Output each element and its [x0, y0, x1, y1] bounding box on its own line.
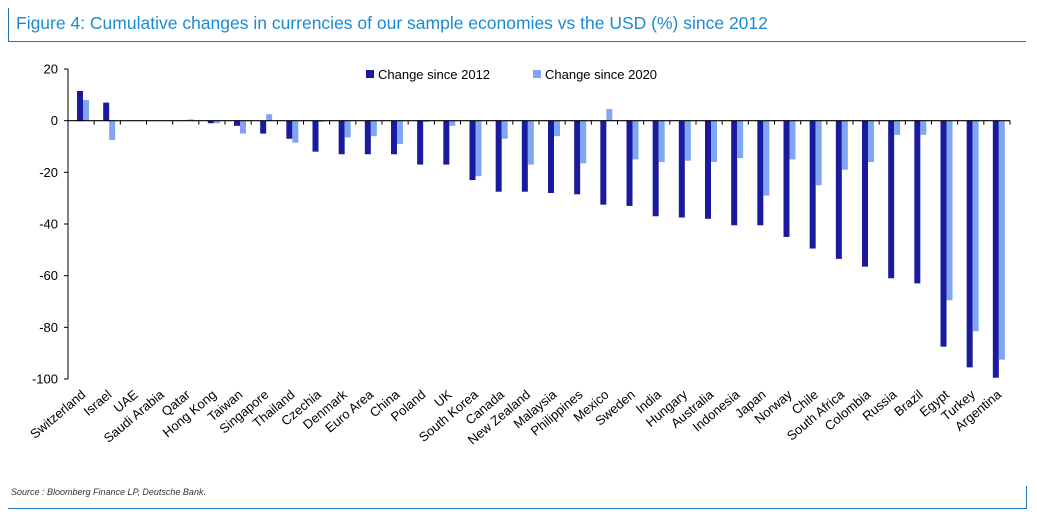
bar-2020 — [580, 120, 587, 164]
bar-2012 — [312, 120, 319, 152]
bar-2020 — [632, 120, 639, 160]
bar-2012 — [521, 120, 528, 192]
bar-2020 — [711, 120, 717, 162]
bar-2012 — [652, 120, 659, 217]
y-axis: 20 0 -20 -40 -60 -80 -100 — [32, 62, 69, 387]
title-frame-left — [8, 8, 9, 42]
legend-swatch-2020 — [533, 70, 541, 78]
bar-2020 — [658, 120, 665, 162]
bar-2020 — [606, 109, 613, 121]
y-tick-label: 20 — [44, 62, 58, 77]
bar-2020 — [946, 120, 953, 301]
bar-2012 — [77, 90, 83, 121]
bar-2012 — [914, 120, 921, 284]
bar-2012 — [443, 120, 450, 165]
y-tick-label: -100 — [32, 372, 58, 387]
bar-2020 — [83, 100, 89, 121]
bar-2020 — [370, 120, 377, 137]
x-tick-label: Israel — [80, 387, 114, 419]
bar-2020 — [894, 120, 901, 135]
bottom-divider — [8, 508, 1027, 509]
bar-2012 — [809, 120, 816, 249]
bar-2012 — [207, 120, 214, 124]
bar-2020 — [841, 120, 848, 170]
bar-2012 — [757, 120, 764, 226]
bar-2020 — [527, 120, 534, 165]
y-tick-label: -80 — [39, 320, 58, 335]
bar-2020 — [737, 120, 744, 159]
bar-2020 — [920, 120, 927, 135]
bar-2012 — [338, 120, 345, 155]
bar-2012 — [600, 120, 607, 205]
bar-2020 — [815, 120, 822, 186]
bar-2020 — [397, 120, 403, 144]
bar-2020 — [972, 120, 979, 332]
legend: Change since 2012 Change since 2020 — [366, 67, 657, 82]
bottom-frame-right — [1026, 486, 1027, 509]
bar-2012 — [966, 120, 973, 368]
bar-2020 — [266, 114, 273, 121]
x-tick-label: Switzerland — [27, 387, 88, 442]
x-tick-label: Brazil — [891, 387, 926, 419]
bar-2020 — [292, 120, 299, 143]
bar-2012 — [835, 120, 842, 259]
bar-2020 — [187, 119, 194, 121]
bar-2012 — [940, 120, 947, 347]
y-tick-label: 0 — [51, 113, 58, 128]
bar-2012 — [417, 120, 424, 165]
bar-2012 — [678, 120, 685, 218]
bar-2012 — [469, 120, 476, 181]
bar-2012 — [286, 120, 293, 139]
bar-2012 — [626, 120, 633, 206]
bar-2012 — [103, 102, 110, 121]
bar-2012 — [783, 120, 790, 237]
source-note: Source : Bloomberg Finance LP, Deutsche … — [11, 487, 206, 497]
bar-2020 — [449, 120, 456, 126]
legend-label-2020: Change since 2020 — [545, 67, 657, 82]
bar-2012 — [548, 120, 554, 193]
y-tick-label: -40 — [39, 217, 58, 232]
bar-2012 — [364, 120, 371, 155]
title-divider — [8, 41, 1026, 42]
bar-2020 — [318, 120, 325, 122]
bar-2020 — [501, 120, 508, 139]
bars — [77, 90, 1005, 378]
bar-2012 — [705, 120, 711, 219]
bar-2012 — [574, 120, 581, 195]
bar-2020 — [763, 120, 770, 196]
bar-2020 — [475, 120, 482, 177]
y-tick-label: -60 — [39, 268, 58, 283]
figure-title: Figure 4: Cumulative changes in currenci… — [16, 13, 768, 33]
bar-2012 — [234, 120, 240, 126]
bar-2020 — [240, 120, 246, 134]
bar-2020 — [868, 120, 874, 162]
bar-2012 — [992, 120, 999, 378]
bar-2020 — [684, 120, 691, 161]
y-tick-label: -20 — [39, 165, 58, 180]
bar-2020 — [554, 120, 560, 137]
bar-2020 — [344, 120, 351, 138]
bar-2020 — [109, 120, 116, 141]
bar-2012 — [731, 120, 738, 226]
x-axis — [67, 120, 1011, 125]
bar-2020 — [998, 120, 1005, 360]
bar-2012 — [260, 120, 267, 134]
bar-2012 — [495, 120, 502, 192]
legend-label-2012: Change since 2012 — [378, 67, 490, 82]
bar-2012 — [862, 120, 868, 267]
bar-2012 — [391, 120, 397, 155]
bar-2020 — [789, 120, 796, 160]
bar-2020 — [213, 120, 220, 124]
bar-2020 — [423, 120, 430, 122]
bar-2012 — [888, 120, 895, 279]
legend-swatch-2012 — [366, 70, 374, 78]
